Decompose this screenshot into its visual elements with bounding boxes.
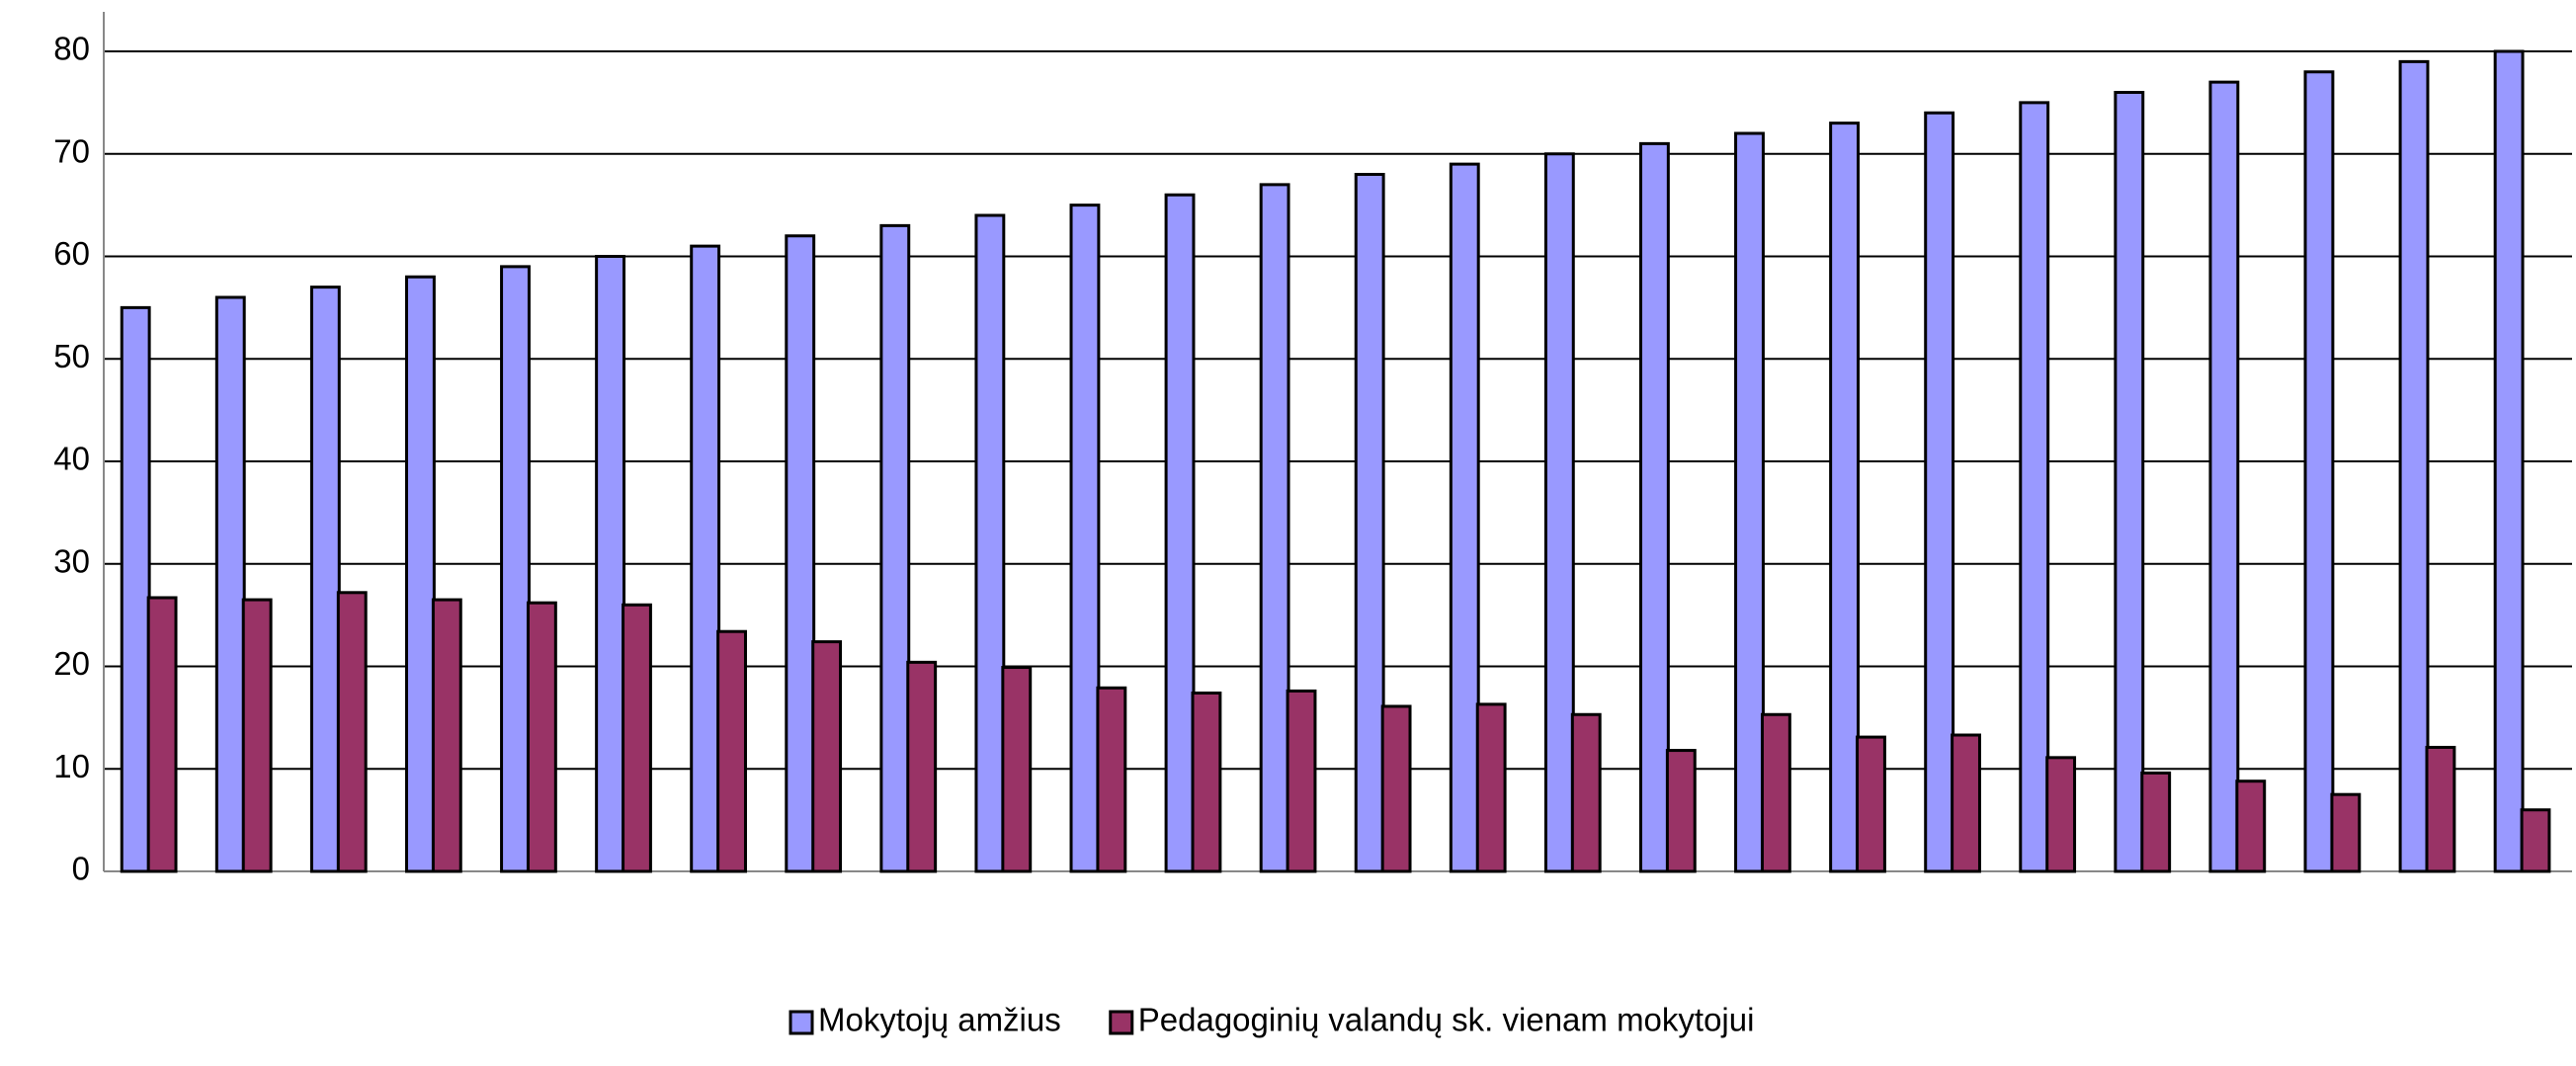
bar [1570, 712, 1602, 873]
bar [690, 244, 721, 873]
bar [2303, 70, 2335, 873]
bar [214, 295, 246, 873]
bar [1449, 162, 1480, 873]
bar [404, 275, 436, 873]
bar [2520, 808, 2551, 873]
bar [2140, 771, 2172, 873]
bar [1259, 183, 1290, 873]
bar [1734, 131, 1765, 873]
legend-swatch [1109, 1010, 1134, 1035]
bar [500, 265, 531, 873]
bar [2398, 59, 2430, 873]
bar [906, 660, 938, 873]
bar [1475, 702, 1507, 873]
bar [2235, 779, 2267, 873]
bar [1951, 733, 1981, 873]
bar [879, 223, 911, 873]
bar [2425, 745, 2456, 873]
bar [309, 286, 341, 873]
legend-swatch [789, 1010, 814, 1035]
bar [241, 598, 273, 873]
bar [1856, 735, 1886, 873]
bar [1760, 712, 1791, 873]
bar [2208, 80, 2240, 873]
bar [595, 255, 626, 873]
y-tick-label: 60 [53, 235, 90, 272]
bar [716, 629, 747, 873]
y-tick-label: 80 [53, 31, 90, 67]
bar [1380, 704, 1412, 873]
bar [526, 601, 557, 873]
bar [622, 603, 652, 873]
bar [1638, 141, 1670, 873]
bar [336, 591, 368, 873]
bar [1354, 173, 1385, 873]
y-tick-label: 10 [53, 748, 90, 784]
bar [1191, 691, 1222, 873]
bar [431, 598, 462, 873]
bar [811, 640, 843, 873]
y-tick-label: 0 [72, 851, 90, 887]
bar [1665, 749, 1697, 873]
bar [1543, 152, 1575, 873]
bar [146, 596, 178, 873]
bar [785, 234, 816, 873]
bar [120, 305, 151, 873]
bar [1069, 204, 1101, 873]
y-tick-label: 20 [53, 645, 90, 682]
bar [1096, 686, 1127, 873]
legend-label: Mokytojų amžius [818, 1002, 1061, 1038]
bar [1286, 689, 1317, 873]
bar [2114, 91, 2145, 873]
y-tick-label: 30 [53, 542, 90, 579]
bar [2493, 49, 2525, 873]
y-tick-label: 50 [53, 338, 90, 374]
bar [1001, 666, 1033, 873]
legend-label: Pedagoginių valandų sk. vienam mokytojui [1138, 1002, 1755, 1038]
bar [2330, 792, 2362, 873]
bar [974, 213, 1006, 873]
bar [1829, 122, 1861, 873]
bar [2045, 756, 2077, 873]
y-tick-label: 70 [53, 132, 90, 169]
bar [1164, 193, 1196, 873]
bar [2019, 101, 2050, 873]
y-tick-label: 40 [53, 441, 90, 477]
bar [1924, 111, 1955, 873]
